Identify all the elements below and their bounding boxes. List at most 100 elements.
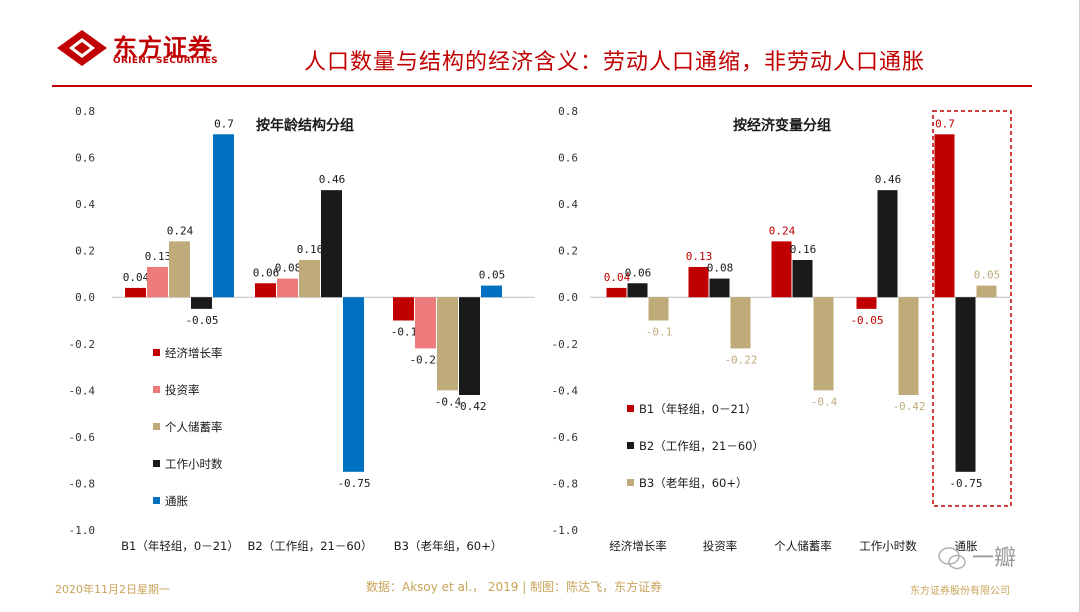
bar-1-1-2 — [730, 297, 751, 349]
legend-swatch — [627, 442, 634, 449]
y-tick-label: -1.0 — [69, 524, 96, 537]
bar-0-1-0 — [255, 283, 276, 298]
y-tick-label: 0.2 — [558, 245, 578, 258]
data-label: -0.1 — [391, 326, 418, 339]
y-tick-label: -0.2 — [552, 338, 579, 351]
bar-0-2-2 — [437, 297, 458, 391]
data-label: 0.16 — [790, 243, 817, 256]
legend-label: B1（年轻组，0－21） — [639, 402, 757, 416]
bar-0-0-0 — [125, 287, 146, 298]
footer-company: 东方证券股份有限公司 — [910, 586, 1010, 597]
y-tick-label: 0.6 — [558, 152, 578, 165]
y-tick-label: -0.4 — [552, 384, 579, 397]
y-tick-label: 0.8 — [558, 105, 578, 118]
y-tick-label: -0.8 — [69, 477, 96, 490]
legend-label: 个人储蓄率 — [165, 420, 223, 434]
bar-1-4-1 — [955, 297, 976, 472]
y-tick-label: -0.6 — [552, 431, 579, 444]
bar-1-0-2 — [648, 297, 669, 321]
category-label: 个人储蓄率 — [774, 539, 832, 553]
data-label: 0.46 — [319, 173, 346, 186]
data-label: 0.16 — [297, 243, 324, 256]
data-label: -0.05 — [185, 314, 218, 327]
legend-swatch — [153, 497, 160, 504]
category-label: B2（工作组，21－60） — [248, 539, 373, 553]
legend-label: B2（工作组，21－60） — [639, 439, 764, 453]
bar-0-0-2 — [169, 241, 190, 298]
y-tick-label: 0.6 — [75, 152, 95, 165]
y-tick-label: -0.4 — [69, 384, 96, 397]
bar-1-2-2 — [813, 297, 834, 391]
data-label: -0.75 — [949, 477, 982, 490]
bar-0-0-1 — [147, 266, 168, 298]
logo-english-name: ORIENT SECURITIES — [113, 56, 218, 66]
bar-1-3-1 — [877, 190, 898, 298]
wechat-watermark-icon — [938, 547, 966, 570]
bar-1-4-0 — [934, 134, 955, 298]
legend-label: B3（老年组，60+） — [639, 476, 747, 490]
category-label: 通胀 — [955, 539, 978, 553]
bar-0-2-4 — [481, 285, 502, 298]
data-label: 0.05 — [479, 269, 506, 282]
data-label: 0.04 — [123, 271, 150, 284]
highlight-box — [932, 110, 1012, 507]
watermark-text: 一瓣 — [972, 546, 1017, 571]
data-label: -0.4 — [811, 395, 838, 408]
bar-0-0-3 — [191, 297, 212, 309]
category-label: 经济增长率 — [609, 539, 667, 553]
data-label: 0.7 — [214, 117, 234, 130]
category-label: 投资率 — [703, 539, 738, 553]
bar-0-1-2 — [299, 259, 320, 298]
title-divider — [52, 85, 1032, 87]
category-label: B1（年轻组，0－21） — [121, 539, 239, 553]
data-label: -0.05 — [850, 314, 883, 327]
y-tick-label: 0.4 — [75, 198, 95, 211]
category-label: 工作小时数 — [859, 539, 917, 553]
data-label: -0.4 — [435, 395, 462, 408]
legend-swatch — [153, 386, 160, 393]
bar-1-2-1 — [792, 259, 813, 298]
y-tick-label: 0.0 — [75, 291, 95, 304]
data-label: 0.08 — [275, 262, 302, 275]
data-label: 0.24 — [167, 224, 194, 237]
y-tick-label: -0.2 — [69, 338, 96, 351]
data-label: 0.13 — [686, 250, 713, 263]
category-label: B3（老年组，60+） — [394, 539, 502, 553]
legend-label: 投资率 — [165, 383, 200, 397]
footer-date: 2020年11月2日星期一 — [55, 583, 170, 596]
bar-0-2-0 — [393, 297, 414, 321]
bar-1-1-1 — [709, 278, 730, 298]
legend-swatch — [153, 349, 160, 356]
bar-0-2-1 — [415, 297, 436, 349]
data-label: 0.04 — [604, 271, 631, 284]
data-label: -0.1 — [646, 326, 673, 339]
chart-title: 按经济变量分组 — [733, 117, 831, 134]
slide-title: 人口数量与结构的经济含义：劳动人口通缩，非劳动人口通胀 — [304, 50, 926, 75]
bar-1-3-0 — [856, 297, 877, 309]
y-tick-label: -0.6 — [69, 431, 96, 444]
data-label: 0.46 — [875, 173, 902, 186]
bar-0-1-1 — [277, 278, 298, 298]
bar-0-0-4 — [213, 134, 234, 298]
bar-1-0-0 — [606, 287, 627, 298]
data-label: 0.06 — [625, 266, 652, 279]
orient-logo-icon — [57, 30, 107, 66]
data-label: 0.13 — [145, 250, 172, 263]
legend-swatch — [627, 405, 634, 412]
legend-swatch — [153, 423, 160, 430]
y-tick-label: 0.4 — [558, 198, 578, 211]
y-tick-label: 0.2 — [75, 245, 95, 258]
data-label: 0.05 — [974, 269, 1001, 282]
bar-0-2-3 — [459, 297, 480, 395]
legend-label: 工作小时数 — [165, 457, 223, 471]
bar-1-3-2 — [898, 297, 919, 395]
bar-0-1-4 — [343, 297, 364, 472]
footer-source: 数据：Aksoy et al.， 2019 | 制图：陈达飞，东方证券 — [366, 580, 663, 594]
bar-1-2-0 — [771, 241, 792, 298]
legend-swatch — [627, 479, 634, 486]
bar-1-4-2 — [976, 285, 997, 298]
data-label: -0.42 — [453, 400, 486, 413]
data-label: 0.24 — [769, 224, 796, 237]
